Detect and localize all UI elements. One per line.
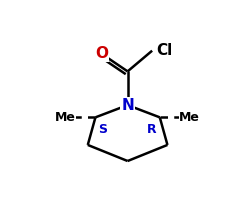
Text: Me: Me [179,111,200,124]
Text: R: R [147,123,156,136]
Text: N: N [121,98,134,113]
Text: Me: Me [55,111,76,124]
Text: O: O [95,46,108,61]
Text: S: S [99,123,108,136]
Text: Cl: Cl [156,43,172,58]
